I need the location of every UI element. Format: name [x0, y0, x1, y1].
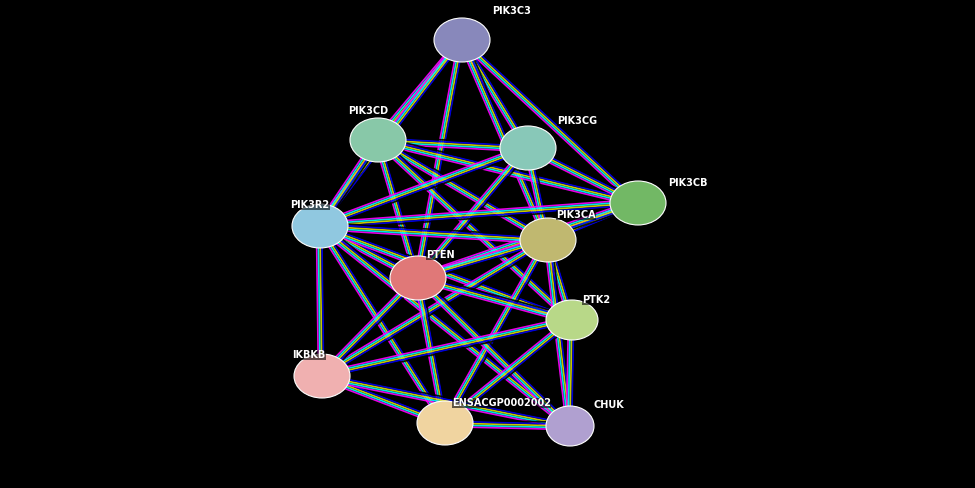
Ellipse shape: [546, 300, 598, 340]
Ellipse shape: [294, 354, 350, 398]
Ellipse shape: [500, 126, 556, 170]
Text: PIK3CB: PIK3CB: [668, 178, 708, 188]
Text: IKBKB: IKBKB: [292, 350, 326, 360]
Text: PIK3C3: PIK3C3: [492, 6, 530, 16]
Ellipse shape: [520, 218, 576, 262]
Ellipse shape: [292, 204, 348, 248]
Text: PTEN: PTEN: [426, 250, 454, 260]
Text: PIK3R2: PIK3R2: [290, 200, 330, 210]
Ellipse shape: [417, 401, 473, 445]
Text: ENSACGP0002002: ENSACGP0002002: [452, 398, 551, 408]
Ellipse shape: [610, 181, 666, 225]
Text: PIK3CD: PIK3CD: [348, 106, 388, 116]
Text: CHUK: CHUK: [594, 400, 625, 410]
Text: PIK3CG: PIK3CG: [557, 116, 597, 126]
Ellipse shape: [390, 256, 446, 300]
Text: PTK2: PTK2: [582, 295, 610, 305]
Ellipse shape: [434, 18, 490, 62]
Text: PIK3CA: PIK3CA: [556, 210, 596, 220]
Ellipse shape: [350, 118, 406, 162]
Ellipse shape: [546, 406, 594, 446]
